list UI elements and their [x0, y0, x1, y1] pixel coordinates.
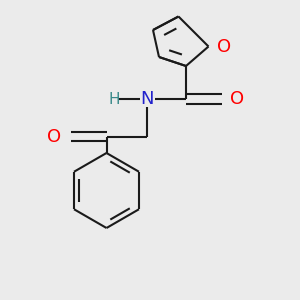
- Text: O: O: [230, 90, 244, 108]
- Text: O: O: [218, 38, 232, 56]
- Text: H: H: [108, 92, 120, 106]
- Text: O: O: [47, 128, 61, 146]
- Text: N: N: [140, 90, 154, 108]
